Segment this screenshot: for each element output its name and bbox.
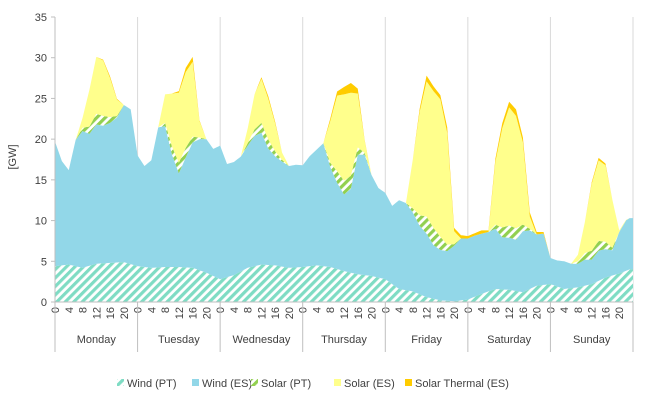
hour-tick-label: 8 (573, 307, 585, 313)
hour-tick-label: 8 (408, 307, 420, 313)
area-wind-pt (55, 262, 633, 302)
hour-tick-label: 0 (380, 307, 392, 313)
day-label: Thursday (321, 334, 367, 346)
y-tick-label: 20 (35, 134, 47, 146)
day-label: Friday (411, 334, 442, 346)
hour-tick-label: 16 (435, 307, 447, 319)
hour-tick-label: 12 (339, 307, 351, 319)
hour-tick-label: 8 (78, 307, 90, 313)
legend-label: Wind (ES) (202, 378, 252, 390)
hour-tick-label: 12 (422, 307, 434, 319)
hour-tick-label: 16 (188, 307, 200, 319)
hour-tick-label: 0 (50, 307, 62, 313)
legend-label: Wind (PT) (127, 378, 177, 390)
hour-tick-label: 12 (587, 307, 599, 319)
hour-tick-label: 8 (243, 307, 255, 313)
hour-tick-label: 20 (449, 307, 461, 319)
hour-tick-label: 20 (367, 307, 379, 319)
y-axis-title: [GW] (7, 144, 19, 169)
legend-swatch (117, 379, 124, 386)
hour-tick-label: 4 (146, 307, 158, 313)
hour-tick-label: 0 (215, 307, 227, 313)
hour-tick-label: 16 (353, 307, 365, 319)
stacked-areas (55, 56, 633, 302)
hour-tick-label: 12 (91, 307, 103, 319)
y-tick-label: 35 (35, 12, 47, 24)
hour-tick-label: 8 (325, 307, 337, 313)
hour-tick-label: 4 (311, 307, 323, 313)
day-label: Saturday (487, 334, 532, 346)
day-label: Monday (77, 334, 117, 346)
hour-tick-label: 4 (559, 307, 571, 313)
y-tick-label: 10 (35, 216, 47, 228)
hour-tick-label: 4 (477, 307, 489, 313)
hour-tick-label: 12 (256, 307, 268, 319)
legend-label: Solar Thermal (ES) (415, 378, 509, 390)
area-solar-es (55, 56, 633, 264)
hour-tick-label: 0 (298, 307, 310, 313)
area-solar-pt (55, 104, 633, 264)
hour-tick-label: 16 (518, 307, 530, 319)
day-label: Wednesday (232, 334, 290, 346)
area-wind-es (55, 104, 633, 302)
y-tick-label: 25 (35, 93, 47, 105)
hour-tick-label: 0 (545, 307, 557, 313)
hour-tick-label: 4 (394, 307, 406, 313)
y-tick-label: 30 (35, 53, 47, 65)
hour-tick-label: 0 (463, 307, 475, 313)
legend-swatch (192, 379, 199, 386)
hour-tick-label: 4 (64, 307, 76, 313)
day-label: Sunday (573, 334, 611, 346)
hour-tick-label: 16 (270, 307, 282, 319)
hour-tick-label: 8 (160, 307, 172, 313)
hour-tick-label: 20 (201, 307, 213, 319)
legend-label: Solar (ES) (344, 378, 395, 390)
hour-tick-label: 8 (490, 307, 502, 313)
day-label: Tuesday (158, 334, 200, 346)
hour-tick-label: 16 (600, 307, 612, 319)
legend-label: Solar (PT) (261, 378, 311, 390)
hour-tick-label: 12 (174, 307, 186, 319)
y-tick-label: 0 (41, 297, 47, 309)
legend-swatch (405, 379, 412, 386)
legend-swatch (251, 379, 258, 386)
hour-tick-label: 20 (284, 307, 296, 319)
hour-tick-label: 4 (229, 307, 241, 313)
y-tick-label: 5 (41, 256, 47, 268)
hour-tick-label: 12 (504, 307, 516, 319)
hour-tick-label: 20 (614, 307, 626, 319)
legend-swatch (334, 379, 341, 386)
legend: Wind (PT) Wind (ES) Solar (PT) Solar (ES) So… (117, 378, 509, 390)
hour-tick-label: 20 (532, 307, 544, 319)
y-tick-label: 15 (35, 175, 47, 187)
hour-tick-label: 0 (133, 307, 145, 313)
hour-tick-label: 16 (105, 307, 117, 319)
hour-tick-label: 20 (119, 307, 131, 319)
